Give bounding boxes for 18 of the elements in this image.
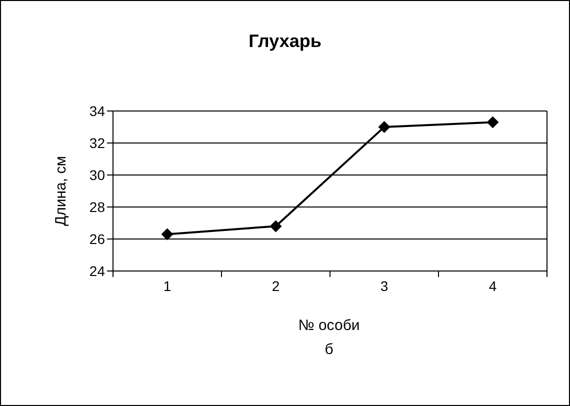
x-tick-label: 3: [380, 278, 388, 294]
x-axis-title: № особи: [297, 317, 361, 334]
x-tick-label: 1: [163, 278, 172, 294]
point: [486, 116, 499, 128]
chart-title: Глухарь: [248, 31, 322, 52]
y-tick-label: 28: [89, 198, 106, 215]
y-axis-title: Длина, см: [52, 156, 70, 226]
y-tick-label: 32: [89, 134, 106, 151]
point: [270, 220, 282, 232]
point: [161, 228, 174, 240]
point: [378, 121, 390, 133]
x-tick-label: 2: [272, 278, 280, 294]
x-tick-label: 4: [488, 278, 497, 294]
y-tick-label: 30: [89, 166, 106, 183]
y-tick-label: 24: [89, 262, 106, 279]
y-tick-label: 26: [89, 230, 106, 247]
y-tick-label: 34: [89, 102, 106, 119]
text: б: [324, 341, 334, 358]
